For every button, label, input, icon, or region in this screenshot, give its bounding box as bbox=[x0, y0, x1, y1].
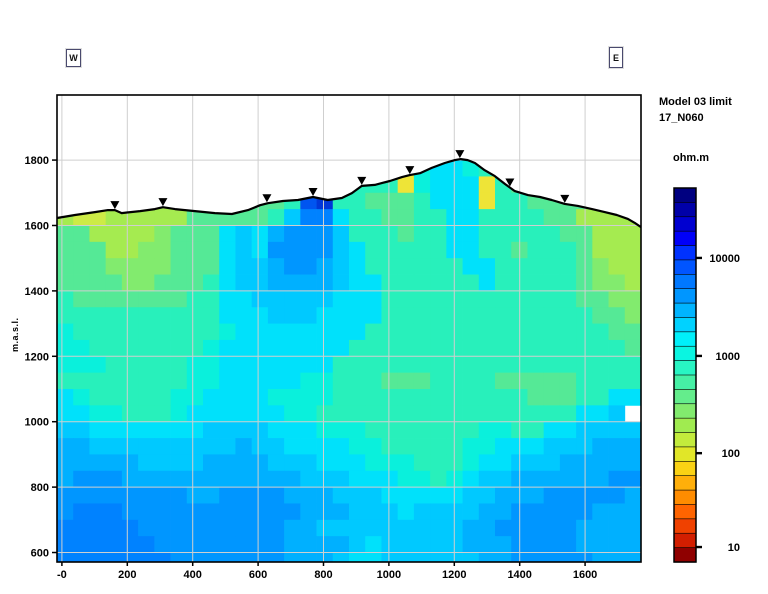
topography-line bbox=[56, 158, 642, 229]
heatmap-cells bbox=[57, 160, 642, 563]
x-axis: -0 200 400 600 800 1000 1200 1400 1600 bbox=[57, 562, 597, 581]
east-direction-marker: E bbox=[609, 47, 623, 68]
svg-text:1400: 1400 bbox=[25, 286, 49, 298]
plot-frame bbox=[56, 94, 642, 563]
svg-text:1600: 1600 bbox=[25, 220, 49, 232]
svg-text:-0: -0 bbox=[57, 569, 67, 581]
svg-text:600: 600 bbox=[31, 548, 49, 560]
svg-text:1400: 1400 bbox=[507, 569, 531, 581]
svg-text:1200: 1200 bbox=[25, 351, 49, 363]
y-axis: 1800 1600 1400 1200 1000 800 600 bbox=[25, 155, 57, 560]
model-title-line2: 17_N060 bbox=[659, 112, 704, 124]
svg-text:1600: 1600 bbox=[573, 569, 597, 581]
svg-text:600: 600 bbox=[249, 569, 267, 581]
svg-text:10000: 10000 bbox=[709, 253, 740, 265]
svg-text:100: 100 bbox=[722, 448, 740, 460]
west-direction-label: W bbox=[69, 53, 78, 63]
svg-text:1000: 1000 bbox=[25, 417, 49, 429]
svg-text:1800: 1800 bbox=[25, 155, 49, 167]
svg-text:800: 800 bbox=[31, 482, 49, 494]
colorbar-unit-label: ohm.m bbox=[672, 152, 710, 164]
colorbar: 10000 1000 100 10 bbox=[673, 187, 740, 563]
gridlines bbox=[57, 95, 641, 562]
model-title-line1: Model 03 limit bbox=[659, 96, 732, 108]
svg-text:800: 800 bbox=[314, 569, 332, 581]
svg-text:10: 10 bbox=[728, 542, 740, 554]
west-direction-marker: W bbox=[66, 49, 81, 67]
model-title: Model 03 limit 17_N060 bbox=[659, 94, 765, 126]
svg-text:1000: 1000 bbox=[716, 351, 740, 363]
svg-text:1200: 1200 bbox=[442, 569, 466, 581]
station-markers bbox=[110, 150, 570, 210]
svg-text:1000: 1000 bbox=[377, 569, 401, 581]
sky-mask bbox=[57, 95, 641, 228]
svg-text:400: 400 bbox=[184, 569, 202, 581]
east-direction-label: E bbox=[612, 52, 619, 63]
svg-text:200: 200 bbox=[118, 569, 136, 581]
